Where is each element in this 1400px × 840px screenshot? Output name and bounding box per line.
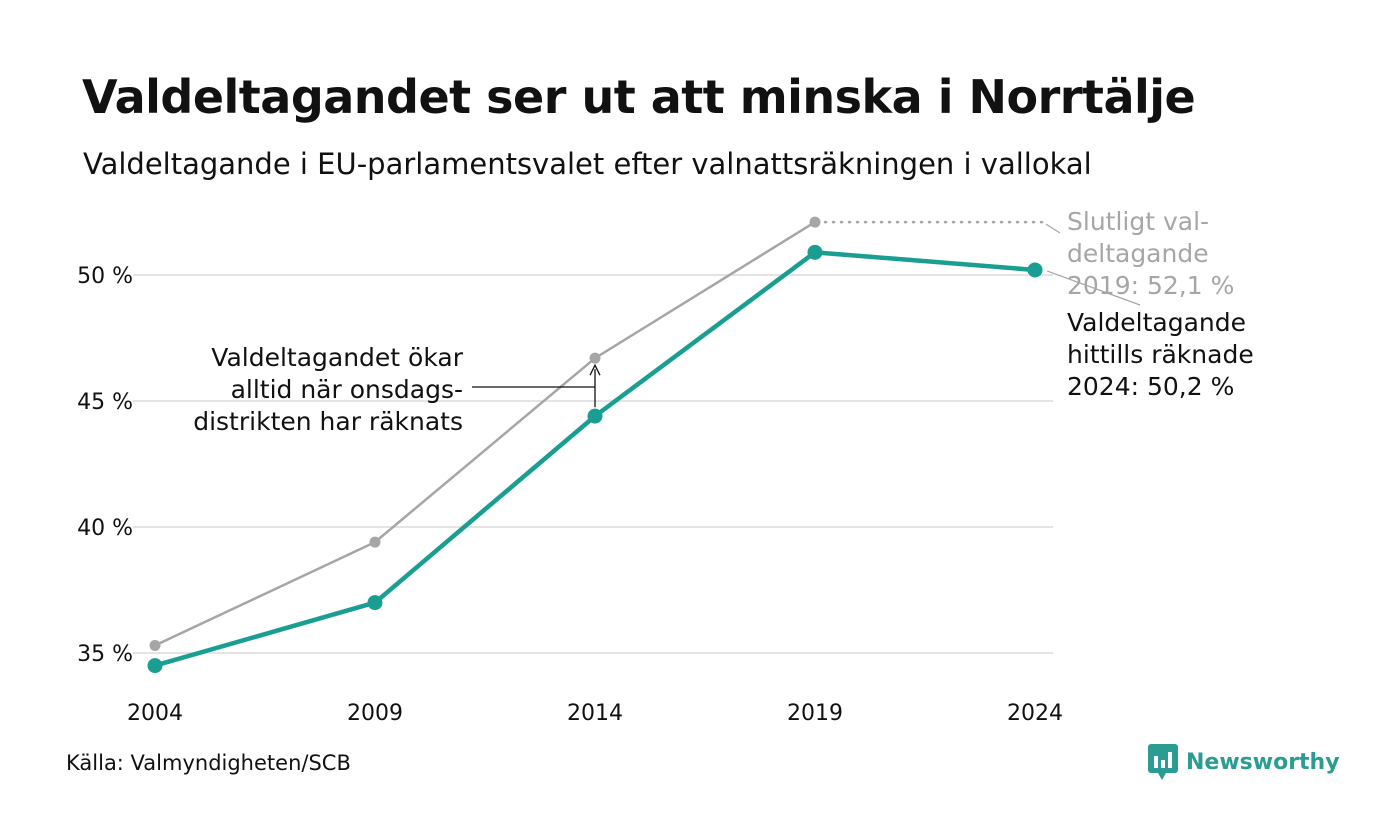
counted-turnout-point bbox=[807, 244, 823, 260]
x-tick-label: 2014 bbox=[567, 701, 623, 726]
y-tick-label: 45 % bbox=[77, 390, 133, 415]
brand-name: Newsworthy bbox=[1186, 749, 1340, 775]
final-turnout-annotation: Slutligt val-deltagande 2019: 52,1 % bbox=[1067, 207, 1234, 300]
final-turnout-point bbox=[809, 216, 821, 228]
y-tick-label: 40 % bbox=[77, 516, 133, 541]
annotation-line: Valdeltagande bbox=[1067, 308, 1246, 337]
counted-turnout-point bbox=[587, 408, 603, 424]
counted-turnout-point bbox=[147, 658, 163, 674]
counted-turnout-series bbox=[147, 244, 1043, 674]
gridlines bbox=[133, 274, 1053, 654]
annotation-line: 2019: 52,1 % bbox=[1067, 271, 1234, 300]
y-tick-label: 50 % bbox=[77, 264, 133, 289]
brand-logo[interactable]: Newsworthy bbox=[1148, 742, 1340, 782]
annotation-arrow-head bbox=[589, 363, 601, 376]
counted-turnout-point bbox=[367, 595, 383, 611]
x-tick-label: 2024 bbox=[1007, 701, 1063, 726]
x-tick-label: 2019 bbox=[787, 701, 843, 726]
counted-turnout-line bbox=[152, 250, 1038, 668]
x-tick-label: 2004 bbox=[127, 701, 183, 726]
x-axis-ticks: 2004 2009 2014 2019 2024 bbox=[127, 701, 1063, 726]
counted-turnout-point bbox=[1027, 262, 1043, 278]
final-turnout-series bbox=[149, 216, 821, 651]
final-turnout-point bbox=[149, 639, 161, 651]
wednesday-districts-annotation: Valdeltagandet ökar alltid när onsdags-di… bbox=[193, 343, 463, 436]
x-tick-label: 2009 bbox=[347, 701, 403, 726]
final-turnout-point bbox=[589, 352, 601, 364]
counted-turnout-annotation: Valdeltagande hittills räknade 2024: 50,2 … bbox=[1067, 308, 1254, 401]
y-tick-label: 35 % bbox=[77, 642, 133, 667]
y-axis-ticks: 35 % 40 % 45 % 50 % bbox=[77, 264, 133, 667]
annotations: Slutligt val-deltagande 2019: 52,1 % Valde… bbox=[193, 207, 1253, 436]
chart-title: Valdeltagandet ser ut att minska i Norrt… bbox=[82, 70, 1196, 124]
counted-turnout-leader-line bbox=[1046, 270, 1141, 306]
annotation-line: distrikten har räknats bbox=[193, 407, 463, 436]
annotation-line: alltid när onsdags- bbox=[231, 375, 463, 404]
final-turnout-line bbox=[153, 220, 817, 647]
annotation-line: Slutligt val- bbox=[1067, 207, 1209, 236]
final-turnout-leader-line bbox=[1045, 223, 1061, 234]
annotation-line: Valdeltagandet ökar bbox=[211, 343, 463, 372]
annotation-line: hittills räknade bbox=[1067, 340, 1254, 369]
final-turnout-point bbox=[369, 536, 381, 548]
chart-subtitle: Valdeltagande i EU-parlamentsvalet efter… bbox=[83, 147, 1092, 181]
annotation-line: 2024: 50,2 % bbox=[1067, 372, 1234, 401]
newsworthy-logo-icon bbox=[1148, 744, 1178, 780]
annotation-line: deltagande bbox=[1067, 239, 1209, 268]
source-note: Källa: Valmyndigheten/SCB bbox=[66, 751, 351, 775]
